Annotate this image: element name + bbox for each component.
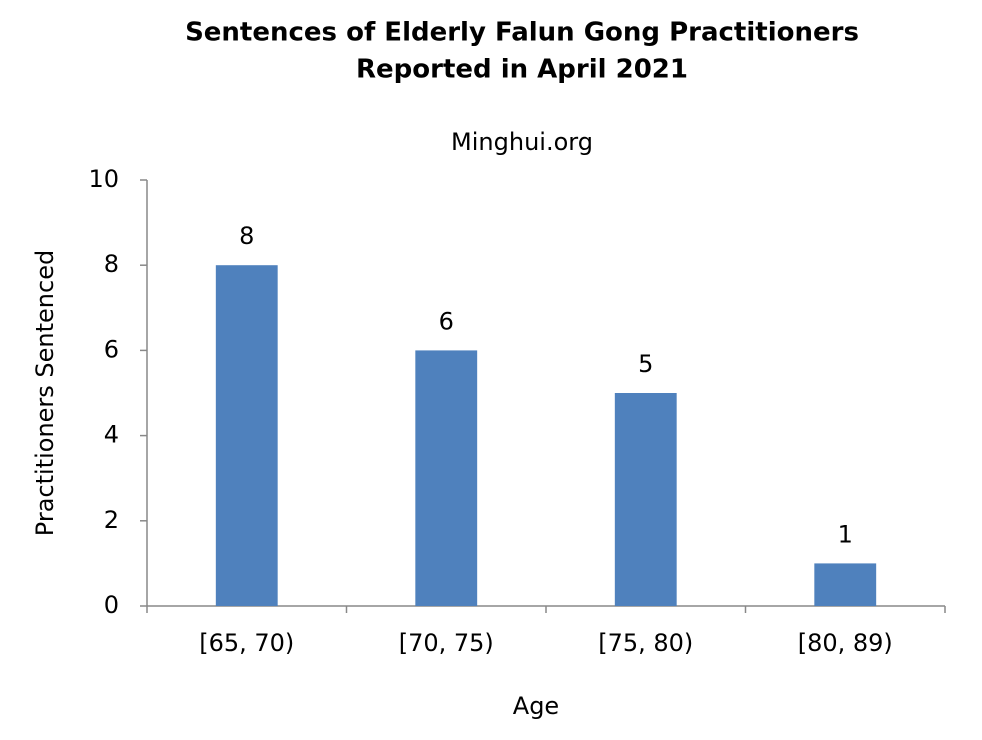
y-tick-label: 6 (104, 335, 119, 363)
x-axis-label: Age (513, 692, 559, 720)
data-label: 6 (439, 307, 454, 335)
data-label: 8 (239, 222, 254, 250)
bar (614, 393, 677, 606)
x-tick-label: [65, 70) (199, 629, 294, 657)
y-tick-label: 8 (104, 250, 119, 278)
bar (215, 265, 278, 606)
x-tick-label: [70, 75) (399, 629, 494, 657)
y-tick-label: 2 (104, 506, 119, 534)
data-label: 1 (838, 520, 853, 548)
y-tick-label: 10 (88, 165, 119, 193)
bar (415, 350, 478, 606)
y-tick-label: 0 (104, 591, 119, 619)
x-tick-label: [80, 89) (798, 629, 893, 657)
x-tick-label: [75, 80) (598, 629, 693, 657)
chart-title: Reported in April 2021 (356, 55, 688, 85)
y-tick-label: 4 (104, 421, 119, 449)
chart-title: Sentences of Elderly Falun Gong Practiti… (185, 18, 859, 48)
data-label: 5 (638, 350, 653, 378)
bar (814, 563, 877, 606)
chart-subtitle: Minghui.org (451, 128, 593, 156)
y-axis-label: Practitioners Sentenced (31, 250, 59, 536)
